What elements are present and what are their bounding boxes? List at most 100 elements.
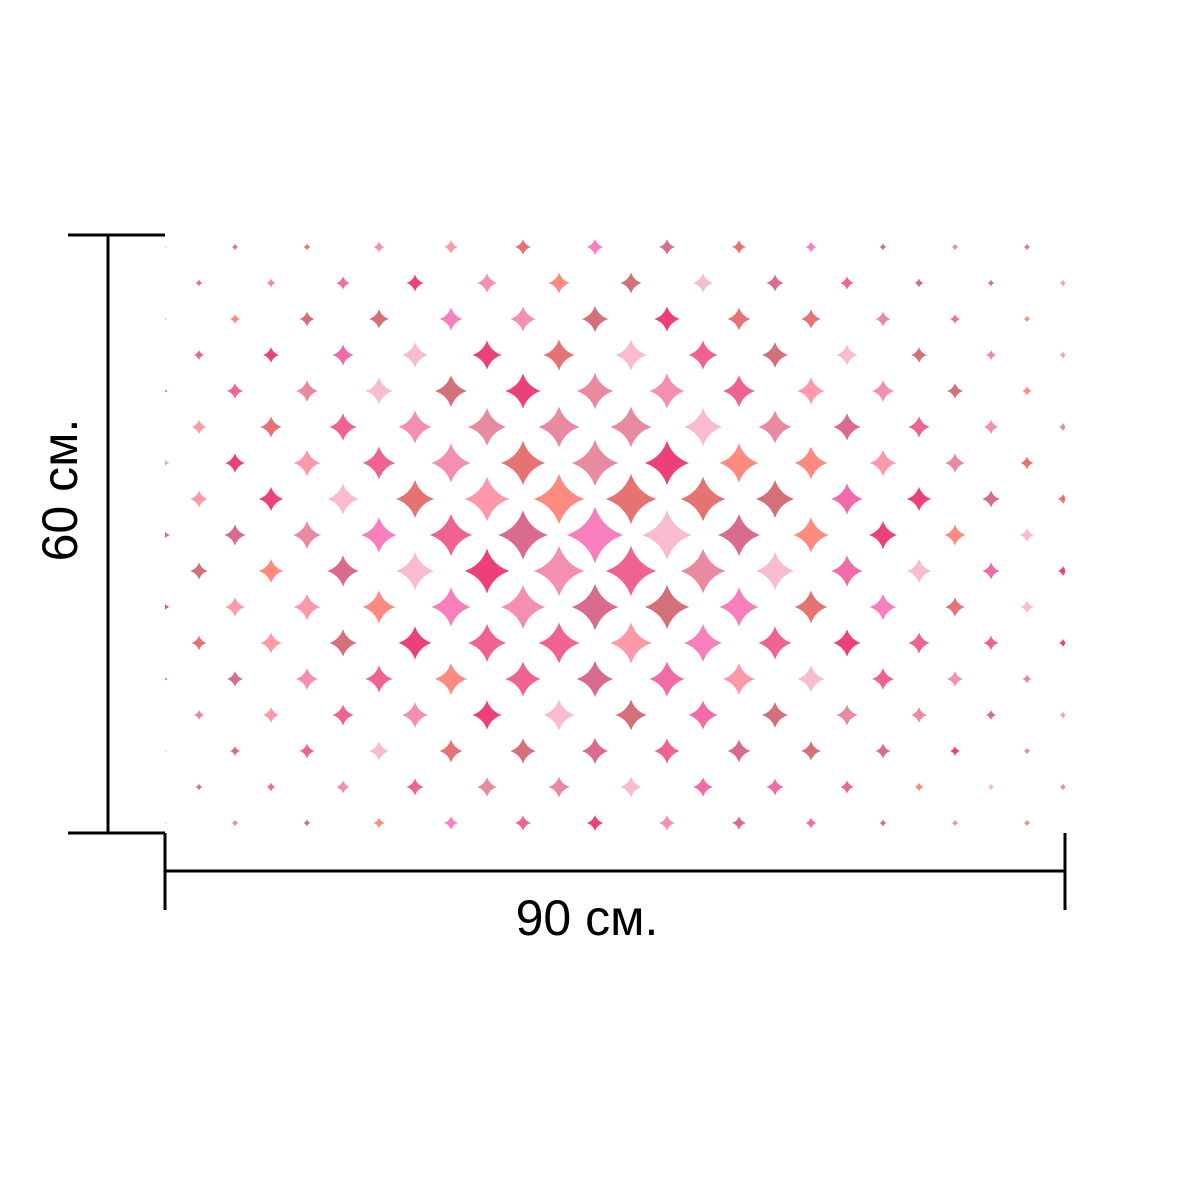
scallop-tile	[943, 451, 967, 475]
scallop-tile	[725, 305, 753, 333]
scallop-tile	[372, 816, 386, 830]
scallop-tile	[573, 657, 617, 701]
scallop-tile	[830, 626, 864, 660]
scallop-tile	[190, 634, 208, 652]
scallop-tile	[330, 342, 356, 368]
scallop-tile	[291, 447, 323, 479]
scallop-tile	[165, 385, 169, 397]
scallop-tile	[324, 480, 362, 518]
scallop-tile	[460, 472, 514, 526]
scallop-tile	[165, 818, 168, 828]
scallop-tile	[475, 775, 499, 799]
scallop-tile	[945, 669, 965, 689]
scallop-tile	[1021, 673, 1033, 685]
scallop-tile	[752, 548, 798, 594]
scallop-tile	[804, 240, 818, 254]
scallop-tile	[909, 345, 929, 365]
scallop-tile	[764, 272, 786, 294]
scallop-tile	[1022, 242, 1032, 252]
scallop-tile	[265, 781, 277, 793]
scallop-tile	[501, 657, 545, 701]
scallop-tile	[755, 407, 795, 447]
scallop-tile	[980, 560, 1002, 582]
scallop-tile	[585, 813, 605, 833]
scallop-tile	[874, 310, 892, 328]
scallop-tile	[645, 657, 689, 701]
scallop-tile	[165, 455, 171, 471]
scallop-tile	[188, 488, 210, 510]
scallop-tile	[1019, 455, 1035, 471]
scallop-tile	[764, 776, 786, 798]
scallop-tile	[949, 313, 961, 325]
scallop-tile	[540, 336, 578, 374]
scallop-tile	[579, 303, 611, 335]
scallop-tile	[913, 781, 925, 793]
scallop-tile	[223, 595, 247, 619]
scallop-tile	[986, 782, 996, 792]
scallop-tile	[680, 620, 726, 666]
scallop-tile	[437, 737, 465, 765]
scallop-tile	[830, 410, 864, 444]
scallop-tile	[715, 583, 763, 631]
scallop-tile	[534, 618, 584, 668]
scallop-tile	[222, 522, 248, 548]
scallop-tile	[759, 699, 791, 731]
scallop-tile	[685, 697, 721, 733]
scallop-tile	[469, 697, 505, 733]
scallop-tile	[230, 242, 240, 252]
scallop-tile	[579, 735, 611, 767]
scallop-tile	[507, 303, 539, 335]
scallop-tile	[165, 242, 168, 252]
scallop-tile	[1058, 422, 1065, 432]
scallop-tile	[713, 509, 765, 561]
scallop-tile	[367, 739, 391, 763]
scallop-tile	[676, 472, 730, 526]
scallop-tile	[326, 626, 360, 660]
scallop-tile	[878, 818, 888, 828]
scallop-tile	[1022, 314, 1032, 324]
scallop-tile	[645, 369, 689, 413]
scallop-tile	[789, 513, 833, 557]
scallop-tile	[469, 337, 505, 373]
scallop-tile	[1019, 599, 1035, 615]
scallop-tile	[715, 439, 763, 487]
scallop-tile	[561, 501, 629, 569]
scallop-tile	[513, 813, 533, 833]
scallop-tile	[618, 774, 644, 800]
scallop-tile	[335, 779, 351, 795]
scallop-tile	[165, 746, 168, 756]
scallop-tile	[1021, 385, 1033, 397]
scallop-tile	[874, 742, 892, 760]
scallop-tile	[165, 673, 169, 685]
scallop-tile	[335, 275, 351, 291]
scallop-tile	[869, 377, 897, 405]
scallop-tile	[984, 348, 998, 362]
scallop-tile	[984, 708, 998, 722]
scallop-tile	[293, 665, 321, 693]
scallop-tile	[867, 591, 899, 623]
scallop-tile	[404, 272, 426, 294]
scallop-tile	[513, 237, 533, 257]
scallop-tile	[261, 345, 281, 365]
scallop-tile	[878, 242, 888, 252]
scallop-tile	[618, 270, 644, 296]
scallop-tile	[192, 708, 206, 722]
width-label: 90 см.	[515, 890, 659, 946]
scallop-tile	[392, 476, 438, 522]
scallop-tile	[357, 513, 401, 557]
scallop-tile	[425, 509, 477, 561]
scallop-tile	[906, 630, 932, 656]
scallop-tile	[794, 662, 828, 696]
scallop-tile	[290, 518, 324, 552]
scallop-tile	[464, 620, 510, 666]
scallop-tile	[256, 484, 286, 514]
scallop-tile	[950, 242, 960, 252]
scallop-tile	[528, 468, 590, 530]
scallop-tile	[943, 595, 967, 619]
scallop-tile	[730, 238, 748, 256]
scallop-tile	[676, 544, 730, 598]
scallop-tile	[606, 618, 656, 668]
scallop-tile	[399, 339, 431, 371]
scallop-tile	[165, 526, 172, 544]
scallop-tile	[493, 505, 553, 565]
